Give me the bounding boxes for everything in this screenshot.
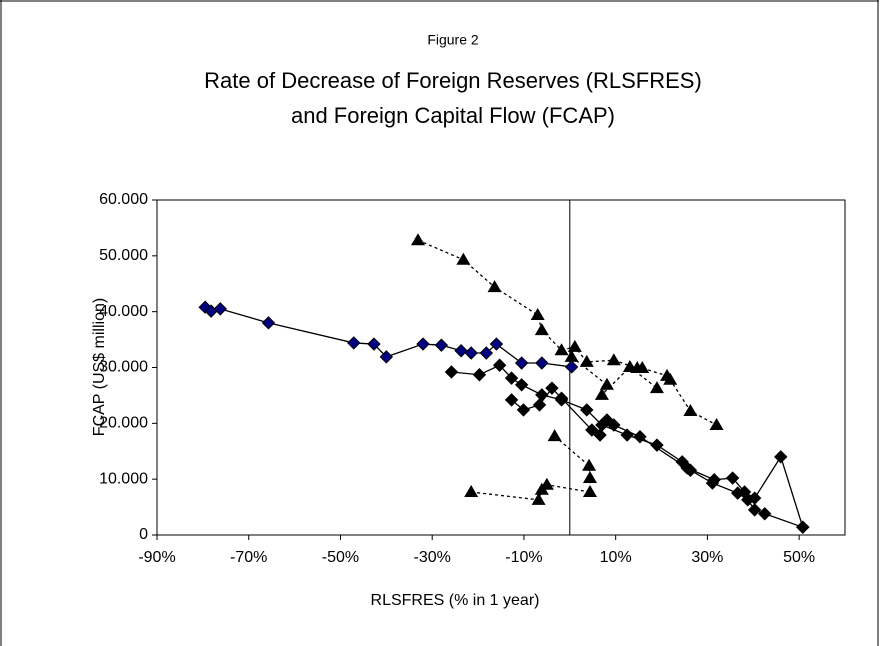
data-point [620,428,634,442]
data-point [582,485,597,498]
chart-title: and Foreign Capital Flow (FCAP) [291,103,615,128]
data-point [545,381,559,395]
data-point [747,503,762,517]
data-point [649,381,664,394]
data-point [582,471,597,484]
x-axis-label: RLSFRES (% in 1 year) [371,592,540,609]
data-point [530,308,545,321]
data-point [547,429,562,442]
chart-title: Rate of Decrease of Foreign Reserves (RL… [204,68,702,93]
x-tick-label: -70% [230,549,267,566]
data-point [796,520,810,534]
data-point [585,423,599,437]
data-point [593,428,607,442]
data-point [504,393,519,407]
data-point [444,365,459,379]
y-tick-label: 10.000 [99,470,148,487]
data-point [504,371,519,385]
y-tick-label: 60.000 [99,191,148,208]
data-point [599,377,614,390]
data-point [580,403,594,417]
data-point [487,280,502,293]
y-axis-label: FCAP (US$ million) [91,298,108,436]
data-point [261,316,276,330]
y-tick-label: 40.000 [99,303,148,320]
data-point [492,358,507,372]
data-point [489,337,504,351]
x-tick-label: 50% [783,549,815,566]
data-point [725,471,740,485]
data-point [472,368,487,382]
data-point [709,418,724,431]
data-point [534,323,549,336]
x-tick-label: -90% [138,549,175,566]
y-tick-label: 0 [139,526,148,543]
data-point [379,350,394,364]
data-point [410,233,425,246]
data-point [567,339,582,352]
data-point [531,492,546,505]
y-tick-label: 20.000 [99,415,148,432]
data-point [663,372,678,385]
data-point [367,337,381,351]
data-point [564,349,579,362]
x-tick-label: -30% [414,549,451,566]
data-point [539,477,554,490]
data-point [680,461,694,475]
data-point [606,353,621,366]
data-point [707,473,721,487]
x-tick-label: 30% [691,549,723,566]
data-point [635,361,650,374]
series-line [417,239,717,426]
y-tick-label: 50.000 [99,247,148,264]
data-point [516,403,531,417]
data-point [464,346,478,360]
data-point [514,378,529,392]
data-point [514,356,529,370]
data-point [564,360,579,374]
data-point [650,438,664,452]
data-point [479,346,494,360]
data-point [554,343,569,356]
data-point [622,359,637,372]
data-point [683,404,698,417]
data-point [554,391,569,405]
data-point [758,507,772,521]
data-point [594,387,609,400]
data-point [535,356,549,370]
data-point [607,418,621,432]
data-point [464,485,479,498]
x-tick-label: -10% [505,549,542,566]
data-point [774,450,788,464]
figure-label: Figure 2 [427,32,479,48]
data-point [579,354,594,367]
data-point [434,338,449,352]
data-point [347,336,361,350]
data-point [633,430,647,444]
x-tick-label: -50% [322,549,359,566]
data-point [737,485,752,499]
data-point [213,302,228,316]
data-point [454,344,468,358]
data-point [532,398,547,412]
data-point [582,458,597,471]
series-line [204,306,572,368]
y-tick-label: 30.000 [99,359,148,376]
data-point [747,491,762,505]
data-point [456,252,471,265]
x-tick-label: 10% [600,549,632,566]
data-point [416,337,430,351]
